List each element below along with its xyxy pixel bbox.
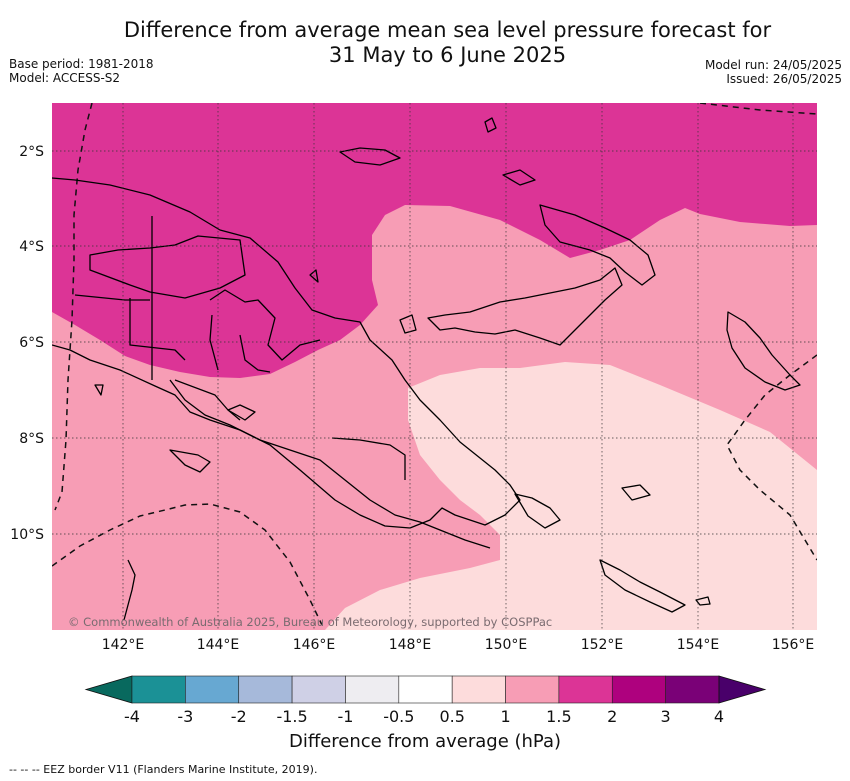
- lat-label: 8°S: [19, 431, 44, 447]
- colorbar-tick-label: -0.5: [383, 707, 414, 726]
- zone-1-5-to-2: [52, 103, 817, 378]
- colorbar-tick-label: -1: [337, 707, 353, 726]
- lon-label: 144°E: [197, 637, 240, 653]
- graticule: [52, 103, 817, 630]
- lon-label: 154°E: [677, 637, 720, 653]
- colorbar-title: Difference from average (hPa): [288, 731, 562, 752]
- eez-border: [52, 103, 817, 626]
- model-name: Model: ACCESS-S2: [9, 71, 121, 85]
- model-run: Model run: 24/05/2025: [704, 58, 842, 72]
- colorbar-swatch: [665, 675, 720, 704]
- lon-label: 150°E: [485, 637, 528, 653]
- title-line-2: 31 May to 6 June 2025: [328, 43, 567, 67]
- colorbar-swatch: [505, 675, 560, 704]
- lon-label: 146°E: [293, 637, 336, 653]
- colorbar-tick-label: 1: [500, 707, 510, 726]
- colorbar-extend-high: [718, 675, 767, 704]
- lon-label: 142°E: [102, 637, 145, 653]
- lon-label: 152°E: [581, 637, 624, 653]
- lon-labels: 142°E 144°E 146°E 148°E 150°E 152°E 154°…: [102, 637, 815, 653]
- colorbar-tick-label: -2: [231, 707, 247, 726]
- colorbar-swatch: [291, 675, 346, 704]
- colorbar-tick-label: -3: [177, 707, 193, 726]
- colorbar-swatch: [185, 675, 240, 704]
- issued-date: Issued: 26/05/2025: [726, 72, 842, 86]
- coastlines: [52, 117, 801, 621]
- colorbar-tick-label: 2: [607, 707, 617, 726]
- lat-label: 2°S: [19, 144, 44, 160]
- title-line-1: Difference from average mean sea level p…: [123, 18, 772, 42]
- colorbar-swatch: [345, 675, 400, 704]
- colorbar-extend-low: [84, 675, 133, 704]
- map-title: Difference from average mean sea level p…: [80, 18, 815, 68]
- colorbar-swatch: [238, 675, 293, 704]
- map-panel: © Commonwealth of Australia 2025, Bureau…: [52, 103, 817, 630]
- colorbar-tick-label: -4: [124, 707, 140, 726]
- colorbar-swatch: [131, 675, 186, 704]
- lat-label: 6°S: [19, 335, 44, 351]
- eez-footnote: -- -- -- EEZ border V11 (Flanders Marine…: [9, 763, 318, 776]
- colorbar-tick-label: -1.5: [276, 707, 307, 726]
- lon-label: 156°E: [772, 637, 815, 653]
- colorbar: -4 -3 -2 -1.5 -1 -0.5 0.5 1 1.5 2 3 4: [84, 675, 767, 726]
- colorbar-tick-label: 4: [714, 707, 724, 726]
- lat-label: 10°S: [10, 527, 44, 543]
- meta-right: Model run: 24/05/2025 Issued: 26/05/2025: [705, 58, 842, 86]
- colorbar-tick-label: 1.5: [546, 707, 571, 726]
- colorbar-swatch: [611, 675, 666, 704]
- lat-labels: 2°S 4°S 6°S 8°S 10°S: [10, 144, 44, 543]
- meta-left: Base period: 1981-2018 Model: ACCESS-S2: [9, 57, 154, 85]
- lon-label: 148°E: [389, 637, 432, 653]
- base-period: Base period: 1981-2018: [9, 57, 154, 71]
- colorbar-swatch: [451, 675, 506, 704]
- copyright-notice: © Commonwealth of Australia 2025, Bureau…: [68, 615, 552, 629]
- colorbar-swatch: [558, 675, 613, 704]
- colorbar-tick-label: 3: [661, 707, 671, 726]
- lat-label: 4°S: [19, 239, 44, 255]
- colorbar-tick-label: 0.5: [439, 707, 464, 726]
- colorbar-swatch: [398, 675, 453, 704]
